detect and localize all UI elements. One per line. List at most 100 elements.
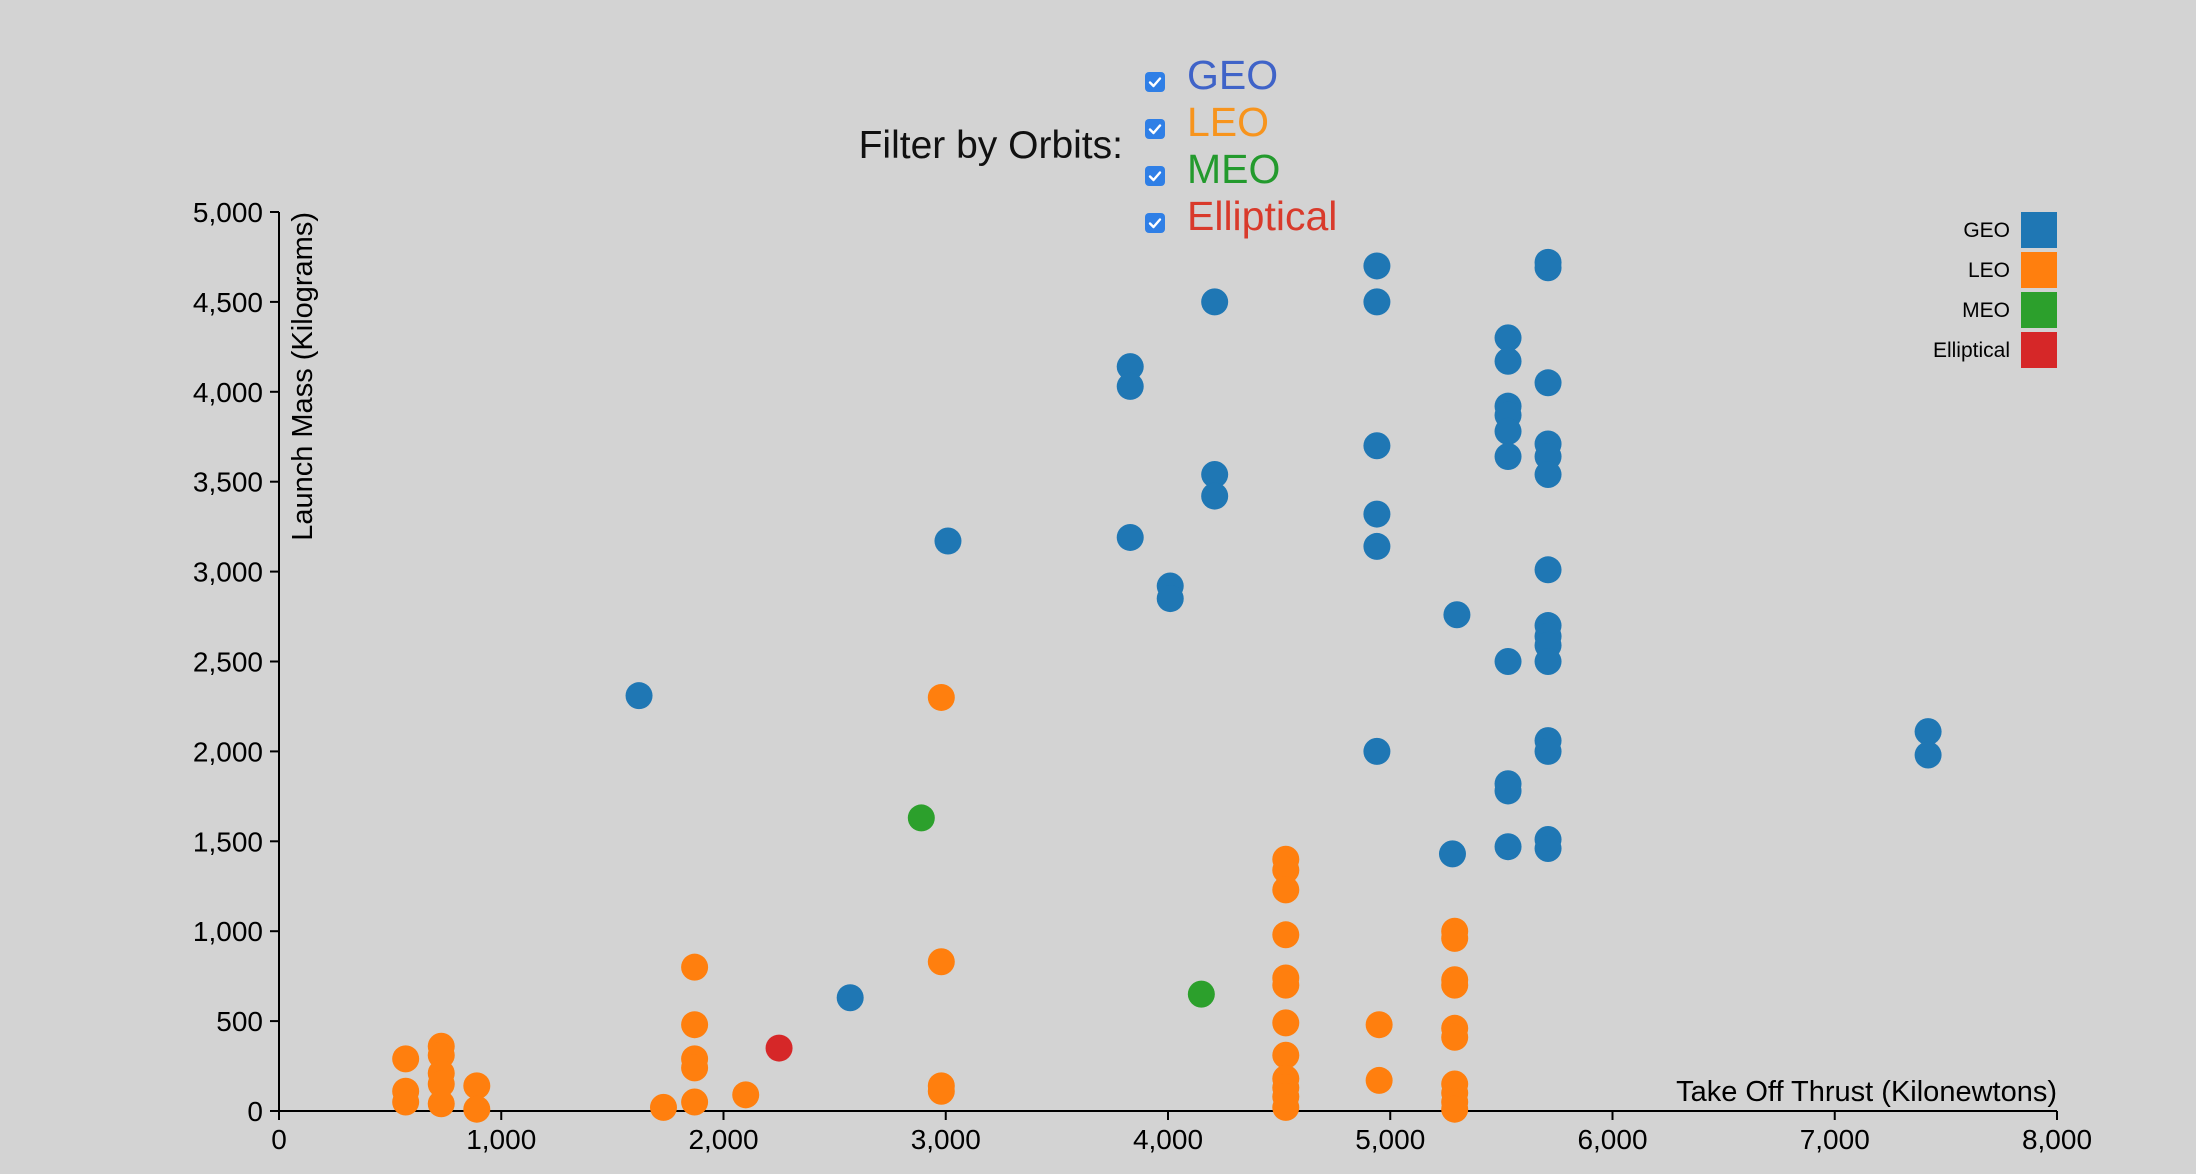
- filter-option-geo[interactable]: GEO: [1144, 52, 1307, 99]
- data-point-leo[interactable]: [427, 1070, 455, 1098]
- data-point-leo[interactable]: [681, 1088, 709, 1116]
- data-point-geo[interactable]: [1116, 353, 1144, 381]
- data-point-leo[interactable]: [427, 1090, 455, 1118]
- x-tick-label: 0: [271, 1124, 287, 1155]
- data-point-geo[interactable]: [625, 682, 653, 710]
- y-tick-label: 500: [216, 1006, 263, 1037]
- data-point-geo[interactable]: [1534, 834, 1562, 862]
- filter-label-geo: GEO: [1186, 52, 1279, 98]
- check-icon: [1148, 170, 1162, 181]
- y-tick-label: 4,500: [193, 287, 263, 318]
- data-point-geo[interactable]: [1494, 417, 1522, 445]
- data-point-leo[interactable]: [649, 1093, 677, 1121]
- series-leo: [392, 683, 1469, 1123]
- filter-checkbox-meo[interactable]: [1144, 165, 1165, 186]
- data-point-leo[interactable]: [927, 948, 955, 976]
- data-point-geo[interactable]: [1494, 833, 1522, 861]
- data-point-leo[interactable]: [392, 1088, 420, 1116]
- filter-option-leo[interactable]: LEO: [1144, 99, 1307, 146]
- filter-options: GEO LEO MEO Elliptical: [1144, 52, 1337, 240]
- filter-title: Filter by Orbits:: [858, 124, 1123, 167]
- filter-option-elliptical[interactable]: Elliptical: [1144, 193, 1337, 240]
- data-point-geo[interactable]: [1443, 601, 1471, 629]
- legend-swatch-leo: [2021, 252, 2057, 288]
- data-point-geo[interactable]: [1494, 347, 1522, 375]
- data-point-leo[interactable]: [1365, 1066, 1393, 1094]
- data-point-leo[interactable]: [392, 1045, 420, 1073]
- legend: GEO LEO MEO Elliptical: [1933, 212, 2057, 368]
- data-point-geo[interactable]: [1116, 523, 1144, 551]
- data-point-geo[interactable]: [1116, 372, 1144, 400]
- data-point-leo[interactable]: [1272, 856, 1300, 884]
- data-point-geo[interactable]: [1914, 718, 1942, 746]
- data-point-leo[interactable]: [463, 1095, 491, 1123]
- filter-option-meo[interactable]: MEO: [1144, 146, 1307, 193]
- data-point-geo[interactable]: [1363, 288, 1391, 316]
- data-point-geo[interactable]: [1494, 324, 1522, 352]
- legend-label-leo: LEO: [1968, 259, 2010, 282]
- x-tick-label: 8,000: [2022, 1124, 2092, 1155]
- data-point-geo[interactable]: [836, 984, 864, 1012]
- data-point-leo[interactable]: [1272, 1009, 1300, 1037]
- data-point-elliptical[interactable]: [765, 1034, 793, 1062]
- data-point-geo[interactable]: [1363, 737, 1391, 765]
- data-point-leo[interactable]: [927, 1077, 955, 1105]
- data-point-leo[interactable]: [1272, 1041, 1300, 1069]
- data-point-geo[interactable]: [1201, 482, 1229, 510]
- data-point-geo[interactable]: [1914, 741, 1942, 769]
- data-point-leo[interactable]: [1441, 924, 1469, 952]
- data-points: [392, 248, 1942, 1123]
- data-point-geo[interactable]: [1534, 556, 1562, 584]
- data-point-geo[interactable]: [1494, 648, 1522, 675]
- data-point-geo[interactable]: [1534, 737, 1562, 765]
- data-point-leo[interactable]: [1441, 1023, 1469, 1051]
- data-point-geo[interactable]: [1534, 648, 1562, 675]
- data-point-leo[interactable]: [1272, 876, 1300, 904]
- data-point-leo[interactable]: [1441, 971, 1469, 999]
- data-point-geo[interactable]: [1494, 443, 1522, 471]
- y-tick-label: 3,500: [193, 467, 263, 498]
- filter-label-meo: MEO: [1186, 146, 1281, 192]
- data-point-geo[interactable]: [1363, 532, 1391, 560]
- data-point-geo[interactable]: [1363, 252, 1391, 280]
- data-point-geo[interactable]: [1363, 500, 1391, 528]
- data-point-leo[interactable]: [681, 953, 709, 981]
- y-tick-label: 3,000: [193, 557, 263, 588]
- y-tick-label: 2,500: [193, 647, 263, 678]
- y-tick-label: 1,500: [193, 826, 263, 857]
- orbit-filter-bar: Filter by Orbits: GEO LEO MEO Elliptical: [0, 52, 2196, 240]
- data-point-meo[interactable]: [1187, 980, 1215, 1008]
- data-point-meo[interactable]: [907, 804, 935, 832]
- data-point-geo[interactable]: [1534, 369, 1562, 397]
- filter-checkbox-elliptical[interactable]: [1144, 212, 1165, 233]
- data-point-leo[interactable]: [1441, 1095, 1469, 1123]
- data-point-geo[interactable]: [1534, 254, 1562, 282]
- data-point-leo[interactable]: [463, 1072, 491, 1100]
- data-point-geo[interactable]: [1201, 461, 1229, 489]
- y-tick-label: 0: [247, 1096, 263, 1127]
- x-tick-label: 6,000: [1577, 1124, 1647, 1155]
- data-point-leo[interactable]: [1272, 1093, 1300, 1121]
- data-point-leo[interactable]: [1272, 971, 1300, 999]
- filter-checkbox-geo[interactable]: [1144, 71, 1165, 92]
- x-tick-label: 3,000: [911, 1124, 981, 1155]
- legend-swatch-elliptical: [2021, 332, 2057, 368]
- data-point-leo[interactable]: [681, 1011, 709, 1039]
- check-icon: [1148, 217, 1162, 228]
- filter-checkbox-leo[interactable]: [1144, 118, 1165, 139]
- data-point-leo[interactable]: [1272, 921, 1300, 949]
- data-point-geo[interactable]: [1201, 288, 1229, 316]
- data-point-leo[interactable]: [1365, 1011, 1393, 1039]
- data-point-geo[interactable]: [1494, 777, 1522, 805]
- data-point-geo[interactable]: [1156, 585, 1184, 613]
- legend-swatch-geo: [2021, 212, 2057, 248]
- data-point-leo[interactable]: [927, 683, 955, 711]
- data-point-geo[interactable]: [1363, 432, 1391, 460]
- series-geo: [625, 248, 1942, 1012]
- data-point-geo[interactable]: [1438, 840, 1466, 868]
- data-point-geo[interactable]: [934, 527, 962, 555]
- data-point-leo[interactable]: [732, 1081, 760, 1109]
- data-point-geo[interactable]: [1534, 461, 1562, 489]
- data-point-leo[interactable]: [681, 1054, 709, 1082]
